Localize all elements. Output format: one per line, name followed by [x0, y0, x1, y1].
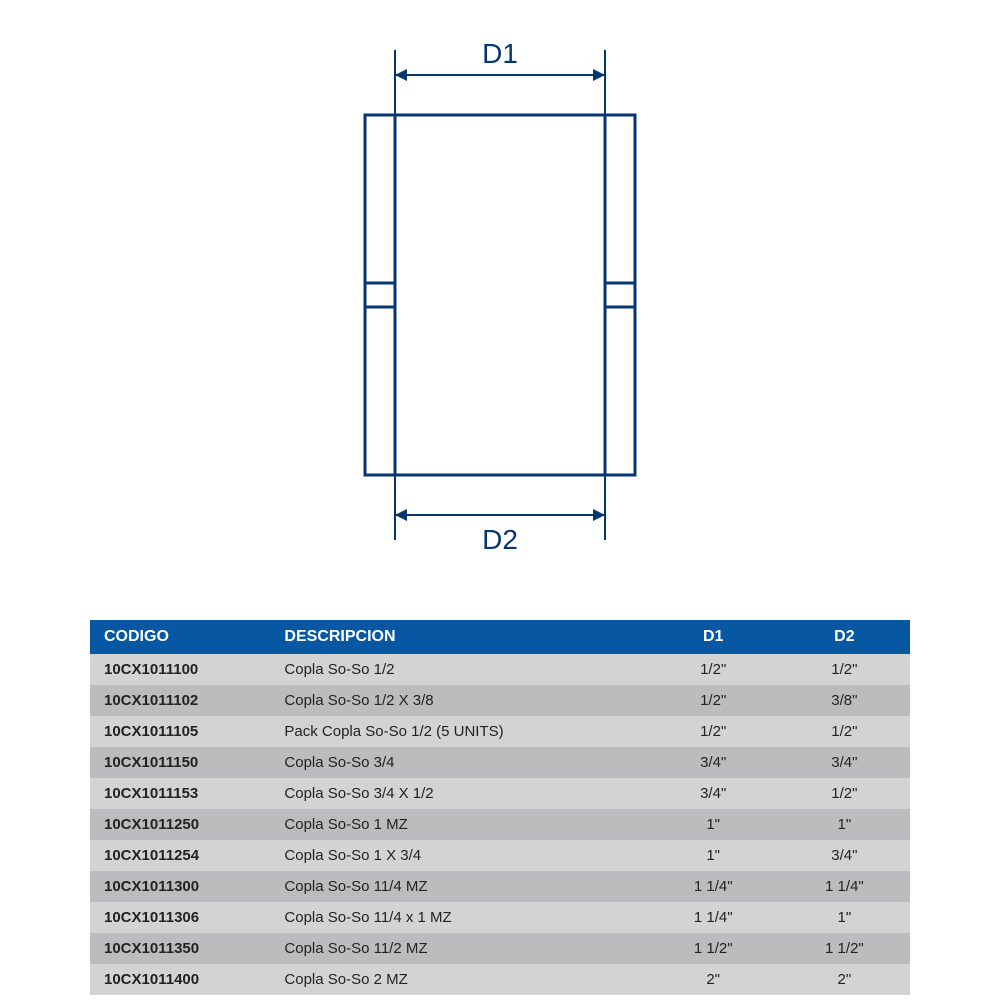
table-cell: Copla So-So 1/2 X 3/8: [270, 685, 647, 716]
table-cell: 3/4": [779, 840, 910, 871]
table-header-cell: D1: [648, 620, 779, 654]
table-cell: 10CX1011105: [90, 716, 270, 747]
table-cell: 10CX1011153: [90, 778, 270, 809]
table-cell: Copla So-So 3/4 X 1/2: [270, 778, 647, 809]
table-cell: 1": [648, 809, 779, 840]
table-cell: 1/2": [779, 778, 910, 809]
table-cell: 1/2": [648, 654, 779, 685]
table-head: CODIGODESCRIPCIOND1D2: [90, 620, 910, 654]
svg-text:D1: D1: [482, 38, 518, 69]
table-row: 10CX1011250Copla So-So 1 MZ1"1": [90, 809, 910, 840]
table-body: 10CX1011100Copla So-So 1/21/2"1/2"10CX10…: [90, 654, 910, 995]
table-row: 10CX1011400Copla So-So 2 MZ2"2": [90, 964, 910, 995]
table-cell: Copla So-So 11/4 MZ: [270, 871, 647, 902]
table-cell: 1": [779, 902, 910, 933]
table-cell: 10CX1011250: [90, 809, 270, 840]
table-row: 10CX1011102Copla So-So 1/2 X 3/81/2"3/8": [90, 685, 910, 716]
table-cell: Copla So-So 1 MZ: [270, 809, 647, 840]
table-cell: 1 1/4": [648, 871, 779, 902]
table-cell: 3/4": [779, 747, 910, 778]
table-cell: 1": [779, 809, 910, 840]
table-cell: 10CX1011306: [90, 902, 270, 933]
spec-table-container: CODIGODESCRIPCIOND1D2 10CX1011100Copla S…: [90, 620, 910, 995]
table-cell: 10CX1011400: [90, 964, 270, 995]
table-cell: 10CX1011254: [90, 840, 270, 871]
table-cell: 10CX1011300: [90, 871, 270, 902]
table-cell: 3/4": [648, 747, 779, 778]
table-cell: 2": [648, 964, 779, 995]
table-cell: Copla So-So 11/2 MZ: [270, 933, 647, 964]
table-header-row: CODIGODESCRIPCIOND1D2: [90, 620, 910, 654]
table-row: 10CX1011105Pack Copla So-So 1/2 (5 UNITS…: [90, 716, 910, 747]
table-row: 10CX1011153Copla So-So 3/4 X 1/23/4"1/2": [90, 778, 910, 809]
table-cell: 10CX1011100: [90, 654, 270, 685]
table-row: 10CX1011254Copla So-So 1 X 3/41"3/4": [90, 840, 910, 871]
table-cell: 1 1/2": [779, 933, 910, 964]
table-cell: 3/8": [779, 685, 910, 716]
table-header-cell: DESCRIPCION: [270, 620, 647, 654]
table-cell: Copla So-So 11/4 x 1 MZ: [270, 902, 647, 933]
table-cell: Copla So-So 2 MZ: [270, 964, 647, 995]
svg-text:D2: D2: [482, 524, 518, 555]
table-row: 10CX1011350Copla So-So 11/2 MZ1 1/2"1 1/…: [90, 933, 910, 964]
table-row: 10CX1011100Copla So-So 1/21/2"1/2": [90, 654, 910, 685]
table-cell: 1 1/4": [648, 902, 779, 933]
table-row: 10CX1011150Copla So-So 3/43/4"3/4": [90, 747, 910, 778]
table-cell: 1 1/2": [648, 933, 779, 964]
table-header-cell: D2: [779, 620, 910, 654]
table-row: 10CX1011306Copla So-So 11/4 x 1 MZ1 1/4"…: [90, 902, 910, 933]
table-header-cell: CODIGO: [90, 620, 270, 654]
table-cell: 1": [648, 840, 779, 871]
technical-diagram: D1 D2: [280, 20, 720, 580]
table-cell: 2": [779, 964, 910, 995]
table-cell: 1/2": [779, 654, 910, 685]
table-cell: 10CX1011150: [90, 747, 270, 778]
table-cell: 10CX1011102: [90, 685, 270, 716]
table-cell: 10CX1011350: [90, 933, 270, 964]
table-cell: Copla So-So 1/2: [270, 654, 647, 685]
table-cell: 1/2": [779, 716, 910, 747]
table-cell: 1 1/4": [779, 871, 910, 902]
table-cell: Pack Copla So-So 1/2 (5 UNITS): [270, 716, 647, 747]
table-cell: Copla So-So 3/4: [270, 747, 647, 778]
diagram-svg: D1 D2: [280, 20, 720, 580]
spec-table: CODIGODESCRIPCIOND1D2 10CX1011100Copla S…: [90, 620, 910, 995]
table-cell: 1/2": [648, 685, 779, 716]
table-cell: 3/4": [648, 778, 779, 809]
table-cell: 1/2": [648, 716, 779, 747]
table-cell: Copla So-So 1 X 3/4: [270, 840, 647, 871]
table-row: 10CX1011300Copla So-So 11/4 MZ1 1/4"1 1/…: [90, 871, 910, 902]
